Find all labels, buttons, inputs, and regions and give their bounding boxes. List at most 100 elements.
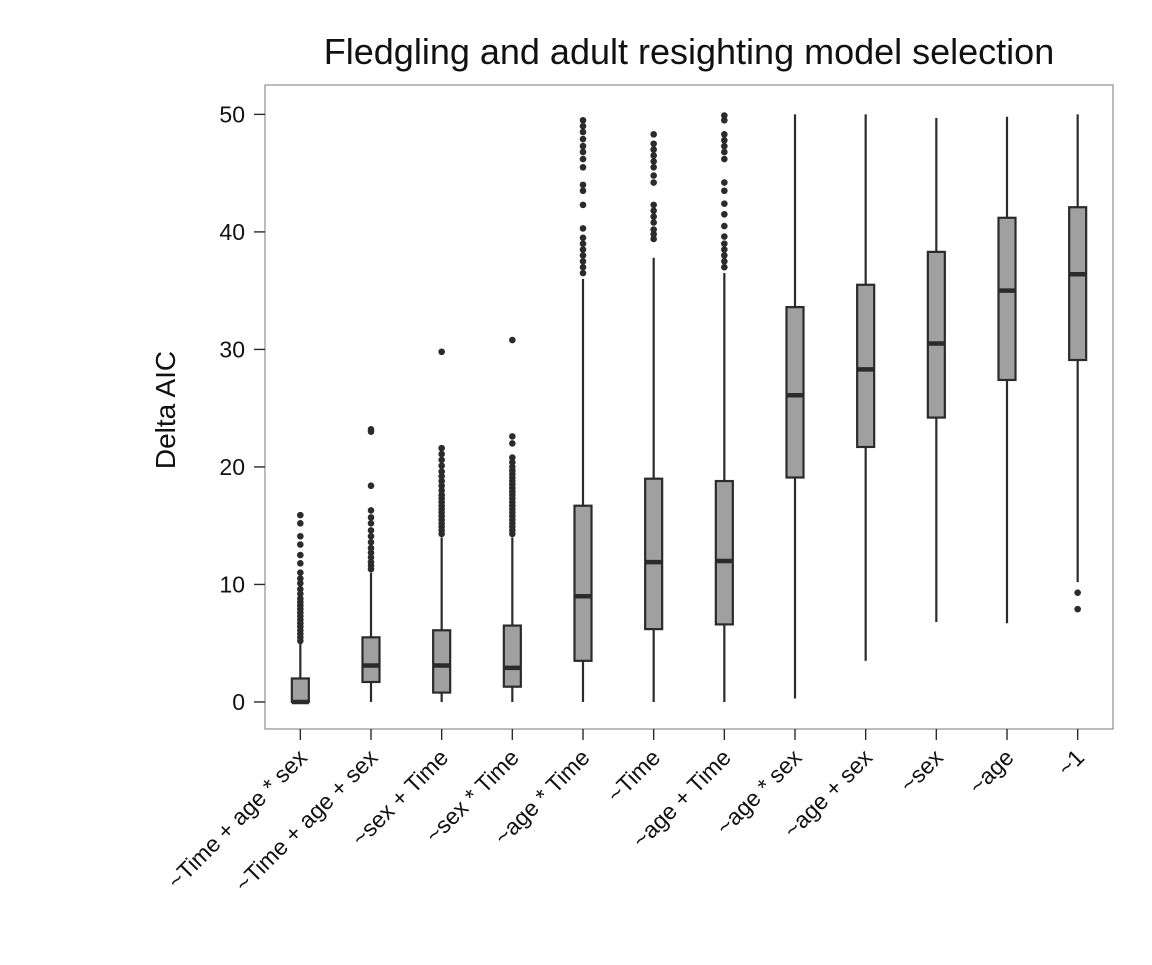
outlier-point: [579, 187, 587, 195]
outlier-point: [438, 477, 445, 485]
outlier-point: [721, 240, 728, 247]
outlier-point: [721, 222, 728, 230]
outlier-point: [438, 456, 445, 464]
outlier-point: [367, 532, 375, 540]
outlier-point: [579, 269, 587, 277]
outlier-point: [721, 257, 728, 265]
outlier-point: [579, 225, 587, 232]
outlier-point: [650, 219, 657, 226]
outlier-point: [721, 187, 728, 195]
outlier-point: [509, 458, 516, 466]
x-tick-label: ~sex: [895, 744, 949, 798]
iqr-box: [714, 479, 734, 626]
chart-title: Fledgling and adult resighting model sel…: [324, 31, 1054, 72]
outlier-point: [297, 520, 304, 527]
outlier-point: [721, 131, 728, 138]
outlier-point: [721, 112, 728, 119]
outlier-point: [438, 487, 445, 494]
outlier-point: [297, 559, 304, 567]
outlier-point: [650, 179, 657, 186]
box-10: [926, 117, 946, 623]
outlier-point: [438, 444, 445, 452]
outlier-point: [1074, 589, 1081, 596]
outlier-point: [579, 240, 587, 247]
y-tick-label: 20: [219, 454, 245, 480]
iqr-box: [1068, 206, 1088, 362]
outlier-point: [650, 131, 657, 138]
outlier-point: [721, 148, 728, 156]
outlier-point: [721, 116, 728, 124]
outlier-point: [297, 590, 304, 598]
outlier-point: [721, 136, 728, 144]
box-2: [361, 426, 381, 702]
outlier-point: [721, 200, 728, 207]
outlier-point: [438, 462, 445, 470]
plot-area-frame: [264, 84, 1114, 730]
outlier-point: [438, 468, 445, 475]
outlier-point: [297, 541, 304, 548]
outlier-point: [579, 128, 587, 136]
outlier-point: [297, 569, 304, 577]
outlier-point: [297, 579, 304, 587]
box-1: [290, 511, 310, 705]
box-6: [644, 131, 664, 702]
x-tick-label: ~age: [964, 744, 1019, 799]
outlier-point: [579, 155, 587, 163]
y-axis: 0 10 20 30 40 50: [219, 101, 265, 715]
outlier-point: [579, 135, 587, 143]
outlier-point: [367, 538, 375, 546]
outlier-point: [721, 179, 728, 186]
outlier-point: [650, 235, 657, 243]
outlier-point: [367, 507, 375, 514]
outlier-point: [367, 549, 375, 557]
y-tick-label: 40: [219, 219, 245, 245]
box-4: [502, 336, 522, 702]
outlier-point: [579, 246, 587, 253]
y-tick-label: 50: [219, 101, 245, 127]
outlier-point: [438, 491, 445, 499]
outlier-point: [579, 181, 587, 189]
y-tick-label: 30: [219, 336, 245, 362]
outlier-point: [721, 252, 728, 259]
x-tick-label: ~Time: [602, 744, 665, 807]
outlier-point: [650, 146, 657, 153]
outlier-point: [438, 473, 445, 480]
iqr-box: [785, 306, 805, 479]
outlier-point: [297, 585, 304, 593]
y-tick-label: 0: [232, 689, 245, 715]
iqr-box: [432, 629, 452, 694]
outlier-point: [579, 142, 587, 150]
iqr-box: [573, 504, 593, 662]
box-8: [785, 114, 805, 699]
outlier-point: [509, 440, 516, 447]
box-11: [997, 116, 1017, 624]
outlier-point: [721, 210, 728, 218]
outlier-point: [297, 575, 304, 582]
iqr-box: [361, 636, 381, 684]
box-12: [1068, 114, 1088, 613]
outlier-point: [579, 116, 587, 124]
outlier-point: [438, 450, 445, 458]
outlier-point: [650, 152, 657, 159]
outlier-point: [650, 230, 657, 238]
outlier-point: [509, 463, 516, 471]
iqr-box: [856, 283, 876, 449]
outlier-point: [367, 558, 375, 566]
outlier-point: [509, 454, 516, 461]
outlier-point: [650, 158, 657, 165]
y-axis-label: Delta AIC: [150, 351, 181, 469]
box-5: [573, 116, 593, 702]
outlier-point: [721, 246, 728, 253]
iqr-box: [997, 216, 1017, 382]
outlier-point: [367, 426, 375, 433]
iqr-box: [644, 477, 664, 631]
outlier-point: [1074, 605, 1081, 613]
outlier-point: [367, 514, 375, 521]
x-axis: ~Time + age * sex~Time + age + sex~sex +…: [162, 729, 1089, 897]
outlier-point: [650, 213, 657, 220]
outlier-point: [650, 163, 657, 171]
box-3: [432, 348, 452, 702]
outlier-point: [721, 233, 728, 240]
boxes-layer: [290, 112, 1088, 705]
